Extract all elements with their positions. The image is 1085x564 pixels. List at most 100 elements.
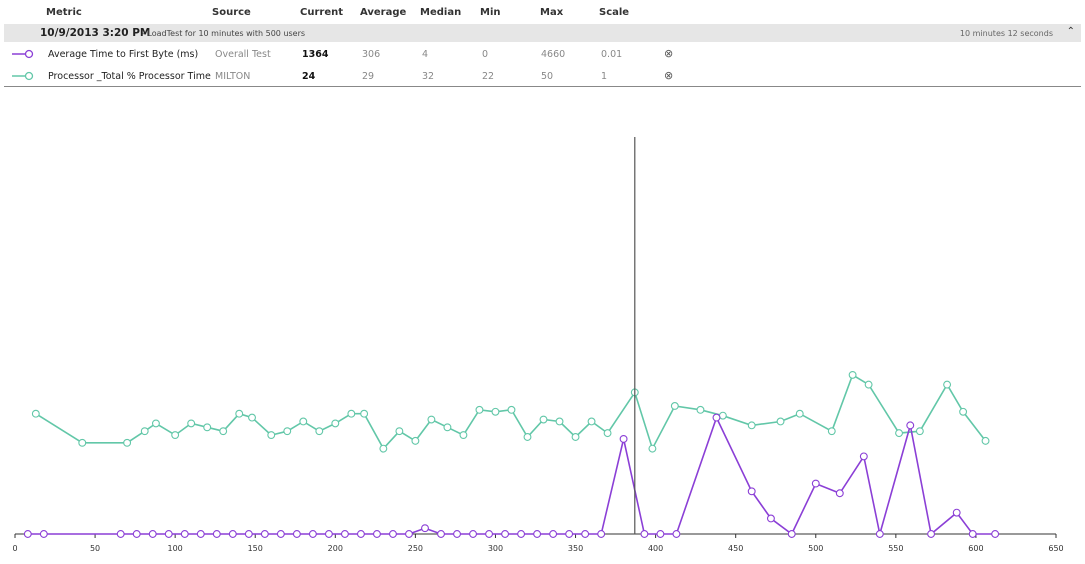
legend-line-icon bbox=[12, 71, 34, 81]
column-header-average[interactable]: Average bbox=[360, 7, 407, 18]
data-point bbox=[587, 417, 596, 426]
data-point bbox=[203, 423, 212, 432]
data-point bbox=[485, 530, 494, 538]
metric-median: 32 bbox=[422, 71, 435, 82]
data-point bbox=[356, 530, 365, 538]
data-point bbox=[187, 419, 196, 428]
data-point bbox=[712, 413, 721, 422]
x-tick-label: 600 bbox=[968, 544, 983, 553]
data-point bbox=[292, 530, 301, 538]
x-tick-label: 50 bbox=[90, 544, 100, 553]
data-point bbox=[696, 405, 705, 414]
column-header-max[interactable]: Max bbox=[540, 7, 564, 18]
data-point bbox=[571, 433, 580, 441]
data-point bbox=[640, 530, 649, 538]
x-tick-label: 200 bbox=[328, 544, 343, 553]
data-point bbox=[491, 407, 500, 416]
x-tick-label: 150 bbox=[248, 544, 263, 553]
session-date: 10/9/2013 3:20 PM bbox=[40, 27, 151, 39]
data-point bbox=[405, 530, 413, 538]
data-point bbox=[927, 530, 936, 538]
data-point bbox=[244, 530, 253, 538]
x-tick-label: 650 bbox=[1048, 544, 1063, 553]
data-point bbox=[31, 409, 40, 418]
data-point bbox=[283, 427, 292, 436]
data-point bbox=[299, 417, 308, 426]
metric-average: 306 bbox=[362, 49, 381, 60]
data-point bbox=[164, 530, 173, 538]
x-tick-label: 400 bbox=[648, 544, 663, 553]
data-point bbox=[906, 421, 915, 430]
data-point bbox=[475, 405, 484, 414]
data-point bbox=[395, 427, 404, 436]
data-point bbox=[747, 421, 756, 430]
data-point bbox=[132, 530, 141, 538]
data-point bbox=[555, 417, 564, 426]
data-point bbox=[427, 415, 436, 424]
data-point bbox=[39, 530, 48, 538]
data-point bbox=[597, 530, 606, 538]
data-point bbox=[581, 530, 590, 538]
data-point bbox=[533, 530, 542, 538]
data-point bbox=[747, 487, 756, 496]
data-point bbox=[140, 427, 149, 436]
data-point bbox=[776, 417, 785, 426]
x-tick-label: 550 bbox=[888, 544, 903, 553]
metric-max: 4660 bbox=[541, 49, 566, 60]
data-point bbox=[116, 530, 125, 538]
data-point bbox=[340, 530, 349, 538]
data-point bbox=[648, 444, 657, 453]
data-point bbox=[315, 427, 324, 436]
metric-max: 50 bbox=[541, 71, 554, 82]
data-point bbox=[859, 452, 868, 461]
data-point bbox=[795, 409, 804, 418]
data-point bbox=[469, 530, 477, 538]
column-header-median[interactable]: Median bbox=[420, 7, 462, 18]
data-point bbox=[619, 434, 628, 443]
circle-x-icon[interactable]: ⊗ bbox=[664, 69, 674, 82]
column-header-current[interactable]: Current bbox=[300, 7, 344, 18]
session-bar[interactable]: 10/9/2013 3:20 PM - LoadTest for 10 minu… bbox=[4, 24, 1081, 42]
data-point bbox=[443, 423, 452, 432]
data-point bbox=[811, 479, 820, 488]
data-point bbox=[171, 431, 180, 440]
column-header-scale[interactable]: Scale bbox=[599, 7, 630, 18]
data-point bbox=[656, 530, 665, 538]
data-point bbox=[180, 530, 189, 538]
data-point bbox=[248, 413, 256, 422]
column-header-metric[interactable]: Metric bbox=[46, 7, 82, 18]
data-point bbox=[895, 429, 903, 438]
data-point bbox=[78, 438, 87, 447]
metric-min: 0 bbox=[482, 49, 489, 60]
metric-scale: 0.01 bbox=[601, 49, 623, 60]
metric-row[interactable]: Processor _Total % Processor Time MILTON… bbox=[0, 65, 1085, 87]
circle-x-icon[interactable]: ⊗ bbox=[664, 47, 674, 60]
data-point bbox=[523, 433, 532, 441]
data-point bbox=[539, 415, 548, 424]
chevron-up-icon[interactable]: ⌃ bbox=[1066, 26, 1075, 37]
data-point bbox=[875, 530, 884, 538]
column-header-min[interactable]: Min bbox=[480, 7, 501, 18]
metric-row[interactable]: Average Time to First Byte (ms) Overall … bbox=[0, 43, 1085, 65]
data-point bbox=[379, 444, 388, 453]
data-point bbox=[372, 530, 381, 538]
data-point bbox=[968, 530, 977, 538]
data-point bbox=[459, 431, 468, 440]
session-duration: 10 minutes 12 seconds bbox=[959, 29, 1053, 38]
metric-current: 24 bbox=[302, 71, 316, 82]
data-point bbox=[864, 380, 873, 389]
data-point bbox=[507, 405, 516, 414]
metric-name: Average Time to First Byte (ms) bbox=[48, 49, 199, 60]
data-point bbox=[848, 370, 857, 379]
data-point bbox=[959, 407, 968, 416]
data-point bbox=[718, 411, 727, 420]
x-tick-label: 0 bbox=[12, 544, 17, 553]
data-point bbox=[196, 530, 205, 538]
column-header-source[interactable]: Source bbox=[212, 7, 251, 18]
data-point bbox=[228, 530, 237, 538]
data-point bbox=[267, 431, 276, 440]
column-header-row: Metric Source Current Average Median Min… bbox=[0, 0, 1085, 24]
data-point bbox=[389, 530, 397, 538]
x-tick-label: 250 bbox=[408, 544, 423, 553]
